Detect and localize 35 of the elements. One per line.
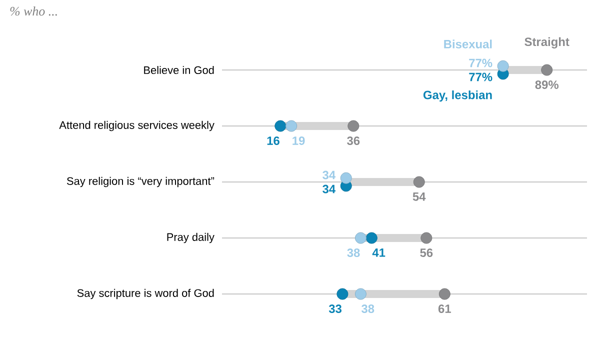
y-tick-label: Attend religious services weekly bbox=[59, 120, 214, 132]
point bbox=[413, 176, 425, 188]
data-label: 34 bbox=[322, 184, 336, 194]
point bbox=[541, 64, 553, 76]
point bbox=[420, 232, 432, 244]
data-label: 16 bbox=[267, 136, 280, 145]
data-label: 56 bbox=[420, 248, 433, 257]
data-label: 38 bbox=[362, 304, 374, 314]
point bbox=[336, 288, 348, 300]
text: % who ... bbox=[10, 6, 57, 16]
data-label: 54 bbox=[412, 192, 426, 201]
point bbox=[354, 288, 366, 300]
point bbox=[354, 232, 366, 244]
y-tick-label: Believe in God bbox=[144, 66, 214, 74]
data-label: 38 bbox=[347, 248, 360, 258]
y-tick-label: Pray daily bbox=[167, 232, 214, 244]
data-label: 34 bbox=[322, 170, 336, 180]
point bbox=[366, 232, 378, 244]
point bbox=[274, 120, 286, 132]
data-label: 33 bbox=[328, 304, 342, 314]
point bbox=[348, 120, 360, 132]
data-label: 19 bbox=[292, 136, 305, 145]
data-label: 61 bbox=[438, 304, 451, 313]
data-label: 77% bbox=[469, 72, 492, 82]
series-label: Straight bbox=[524, 37, 570, 48]
series-label: Gay, lesbian bbox=[423, 90, 492, 102]
point bbox=[438, 288, 450, 300]
data-label: 41 bbox=[372, 248, 386, 257]
point bbox=[286, 120, 298, 132]
data-label: 36 bbox=[347, 136, 360, 146]
y-tick-label: Say scripture is word of God bbox=[77, 288, 214, 300]
y-tick-label: Say religion is “very important” bbox=[66, 176, 214, 188]
data-label: 77% bbox=[469, 58, 492, 68]
series-label: Bisexual bbox=[444, 40, 492, 48]
data-label: 89% bbox=[535, 80, 558, 89]
